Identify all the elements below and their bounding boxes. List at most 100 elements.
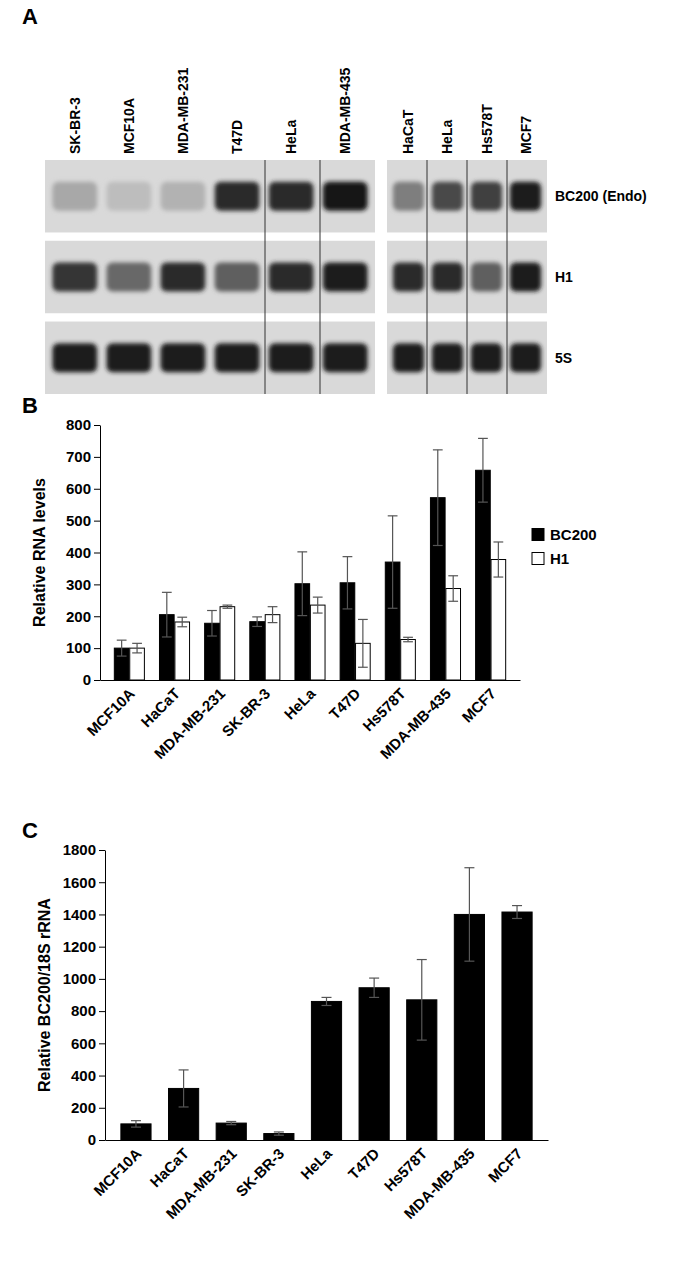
bar-panel: C020040060080010001200140016001800MCF10A… <box>22 818 549 1222</box>
tick-label: MCF10A <box>83 685 138 740</box>
error-cap <box>131 1127 141 1128</box>
tick-label: MDA-MB-435 <box>400 1145 477 1222</box>
error-bar <box>478 438 488 502</box>
error-cap <box>252 626 262 627</box>
tick: MDA-MB-231 <box>151 680 228 762</box>
lane-label: MDA-MB-435 <box>337 67 353 154</box>
bar <box>502 912 532 1140</box>
row-label: H1 <box>555 269 573 285</box>
bar <box>491 560 506 680</box>
splice-line <box>507 160 508 394</box>
blot-group: HaCaTHeLaHs578TMCF7 <box>387 104 547 394</box>
error-bar <box>226 1121 236 1124</box>
tick-label: SK-BR-3 <box>218 685 273 740</box>
lane-label: MCF10A <box>121 98 137 154</box>
error-cap <box>131 1120 141 1121</box>
error-cap <box>343 556 353 557</box>
error-cap <box>268 622 278 623</box>
band <box>52 182 97 211</box>
tick: 200 <box>71 1099 105 1116</box>
tick-label: 200 <box>66 608 91 625</box>
error-cap <box>388 608 398 609</box>
panel-label: C <box>22 818 38 843</box>
error-cap <box>388 515 398 516</box>
error-cap <box>117 655 127 656</box>
panel-label: B <box>22 393 38 418</box>
tick: SK-BR-3 <box>218 680 273 740</box>
band <box>471 263 502 292</box>
error-cap <box>268 606 278 607</box>
bar-panel: B0100200300400500600700800MCF10AHaCaTMDA… <box>22 393 597 762</box>
tick-mark <box>99 1011 105 1012</box>
bar <box>265 615 280 680</box>
error-cap <box>274 1131 284 1132</box>
error-cap <box>162 592 172 593</box>
tick-label: 1800 <box>63 841 96 858</box>
tick-label: MCF7 <box>485 1145 526 1186</box>
tick: 1400 <box>63 906 105 923</box>
error-cap <box>207 610 217 611</box>
y-axis-title: Relative BC200/18S rRNA <box>36 898 53 1092</box>
tick-mark <box>99 850 105 851</box>
axis-line <box>105 851 106 1141</box>
band <box>107 263 152 292</box>
tick-mark <box>94 648 100 649</box>
tick-mark <box>94 425 100 426</box>
error-line <box>347 557 348 609</box>
tick-mark <box>99 1108 105 1109</box>
tick-label: MCF10A <box>90 1145 145 1200</box>
tick: 1000 <box>63 970 105 987</box>
bar <box>401 640 416 680</box>
error-bar <box>131 1121 141 1127</box>
band <box>107 343 152 372</box>
tick-label: 200 <box>71 1099 96 1116</box>
error-line <box>453 576 454 602</box>
error-cap <box>313 597 323 598</box>
tick: 800 <box>66 416 100 433</box>
plot-area <box>114 438 505 680</box>
legend: BC200H1 <box>532 526 597 567</box>
band <box>161 182 206 211</box>
band <box>161 343 206 372</box>
error-cap <box>226 1121 236 1122</box>
error-line <box>498 542 499 577</box>
error-cap <box>512 905 522 906</box>
figure: ASK-BR-3MCF10AMDA-MB-231T47DHeLaMDA-MB-4… <box>0 0 675 1275</box>
series <box>114 438 490 680</box>
error-line <box>183 1070 184 1107</box>
legend-swatch <box>532 529 544 541</box>
error-bar <box>493 542 503 577</box>
error-cap <box>322 1005 332 1006</box>
tick: 0 <box>88 1131 105 1148</box>
error-line <box>516 906 517 919</box>
error-bar <box>464 868 474 961</box>
band <box>269 343 314 372</box>
bar <box>359 988 389 1140</box>
band <box>323 182 368 211</box>
error-cap <box>177 626 187 627</box>
band <box>393 343 424 372</box>
error-bar <box>268 607 278 623</box>
lane-label: SK-BR-3 <box>67 97 83 154</box>
band <box>393 182 424 211</box>
tick: 600 <box>71 1035 105 1052</box>
blot-background <box>45 160 375 232</box>
bar <box>446 589 461 680</box>
bar <box>310 605 325 680</box>
bar <box>311 1001 341 1140</box>
lane-label: HeLa <box>283 120 299 154</box>
tick-label: 1400 <box>63 906 96 923</box>
legend-item: H1 <box>532 550 569 567</box>
error-cap <box>252 616 262 617</box>
error-cap <box>226 1124 236 1125</box>
tick-label: 400 <box>71 1067 96 1084</box>
series <box>130 542 506 680</box>
lane-label: HaCaT <box>400 109 416 154</box>
error-line <box>257 617 258 627</box>
splice-line <box>427 160 428 394</box>
tick: HeLa <box>281 680 319 723</box>
error-line <box>317 597 318 613</box>
lane-label: MDA-MB-231 <box>175 67 191 154</box>
error-line <box>272 607 273 623</box>
splice-line <box>467 160 468 394</box>
